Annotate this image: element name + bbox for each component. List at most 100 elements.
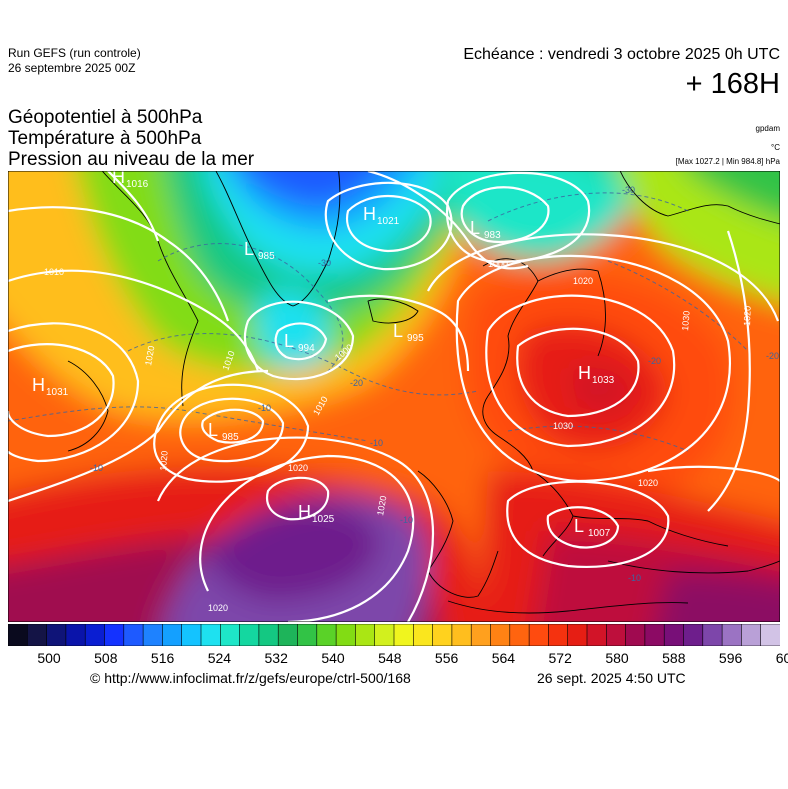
pressure-system-l1007: L 1007	[574, 516, 611, 539]
colorbar-swatch	[412, 623, 434, 647]
colorbar	[7, 623, 781, 647]
colorbar-swatch	[46, 623, 67, 647]
pressure-system-l983: L 983	[470, 218, 501, 241]
isobar-label: 1020	[158, 450, 170, 471]
colorbar-swatch	[297, 623, 318, 647]
isobar-label: 1000	[488, 259, 508, 269]
system-letter: L	[393, 321, 403, 341]
pressure-system-h1016: H 1016	[112, 171, 149, 190]
unit-temperature: °C	[771, 143, 780, 152]
system-letter: H	[32, 375, 45, 395]
isobars	[8, 171, 780, 622]
system-value: 1021	[377, 216, 400, 227]
colorbar-swatch	[683, 623, 704, 647]
system-value: 1031	[46, 387, 69, 398]
isotherm-label: -20	[766, 351, 779, 361]
colorbar-swatch	[625, 623, 646, 647]
lead-time: + 168H	[685, 68, 780, 100]
system-letter: H	[298, 502, 311, 522]
colorbar-label: 540	[321, 650, 345, 666]
colorbar-swatch	[490, 623, 511, 647]
colorbar-swatch	[84, 623, 106, 647]
colorbar-swatch	[200, 623, 221, 647]
colorbar-swatch	[721, 623, 742, 647]
unit-geopotential: gpdam	[755, 124, 780, 133]
colorbar-swatch	[181, 623, 202, 647]
colorbar-label: 564	[491, 650, 516, 666]
colorbar-swatch	[663, 623, 685, 647]
colorbar-swatch	[316, 623, 337, 647]
pressure-system-l985-north: L 985	[244, 239, 275, 262]
coastlines	[67, 171, 780, 614]
colorbar-swatch	[258, 623, 279, 647]
colorbar-swatch	[586, 623, 607, 647]
title-temperature: Température à 500hPa	[8, 128, 202, 149]
colorbar-label: 596	[718, 650, 743, 666]
run-date: 26 septembre 2025 00Z	[8, 61, 136, 75]
colorbar-swatch	[528, 623, 549, 647]
pressure-system-h1025: H 1025	[298, 502, 335, 525]
colorbar-label: 556	[434, 650, 459, 666]
colorbar-swatch	[220, 623, 241, 647]
system-letter: H	[112, 171, 125, 187]
isotherm-label: -20	[648, 356, 661, 366]
colorbar-swatch	[548, 623, 569, 647]
colorbar-swatch	[335, 623, 357, 647]
system-value: 1007	[588, 528, 611, 539]
colorbar-label: 580	[605, 650, 629, 666]
pressure-system-h1021: H 1021	[363, 204, 400, 227]
pressure-systems: H 1016 H 1021 L 985 L 983 L 994 L 995	[32, 171, 615, 539]
system-letter: L	[244, 239, 254, 259]
colorbar-label: 508	[94, 650, 118, 666]
colorbar-labels: 500 508 516 524 532 540 548 556 564 572 580 588 596 6…	[8, 650, 788, 668]
system-letter: L	[470, 218, 480, 238]
pressure-extremes: [Max 1027.2 | Min 984.8] hPa	[675, 157, 780, 166]
system-value: 1016	[126, 179, 149, 190]
colorbar-svg	[7, 623, 781, 647]
pressure-system-h1033: H 1033	[578, 363, 615, 386]
system-letter: H	[578, 363, 591, 383]
isotherm-label: -10	[628, 573, 641, 583]
isobar-label: 1020	[143, 345, 156, 366]
isobar-label: 1020	[288, 463, 308, 473]
colorbar-swatch	[451, 623, 472, 647]
colorbar-swatch	[65, 623, 86, 647]
generation-date: 26 sept. 2025 4:50 UTC	[537, 670, 686, 686]
colorbar-label: 548	[378, 650, 402, 666]
system-value: 985	[258, 251, 275, 262]
isobar-label: 1020	[573, 276, 593, 286]
colorbar-swatch	[7, 623, 28, 647]
colorbar-label: 588	[662, 650, 686, 666]
colorbar-label: 604	[775, 650, 788, 666]
isotherm-labels: -30 -30 -20 -20 -10 -10 -20 -10 -10 -10	[90, 185, 779, 583]
isobar-label: 1020	[638, 478, 658, 488]
run-description: Run GEFS (run controle)	[8, 46, 141, 60]
colorbar-swatch	[277, 623, 299, 647]
title-geopotential: Géopotentiel à 500hPa	[8, 107, 203, 128]
colorbar-swatch	[741, 623, 762, 647]
isobar-label: 1020	[742, 306, 753, 326]
system-letter: H	[363, 204, 376, 224]
colorbar-label: 500	[37, 650, 61, 666]
system-value: 995	[407, 333, 424, 344]
system-letter: L	[284, 331, 294, 351]
isobar-label: 1030	[680, 310, 692, 331]
pressure-system-l994: L 994	[284, 331, 315, 354]
colorbar-swatch	[605, 623, 627, 647]
geopotential-field	[8, 171, 780, 622]
system-value: 983	[484, 230, 501, 241]
colorbar-label: 572	[548, 650, 572, 666]
colorbar-swatch	[239, 623, 260, 647]
colorbar-label: 532	[264, 650, 288, 666]
system-letter: L	[208, 420, 218, 440]
colorbar-swatch	[374, 623, 395, 647]
isotherm-label: -20	[350, 378, 363, 388]
colorbar-swatch	[123, 623, 144, 647]
colorbar-swatch	[26, 623, 48, 647]
colorbar-label: 524	[207, 650, 232, 666]
isotherm-label: -30	[622, 185, 635, 195]
system-value: 1025	[312, 514, 335, 525]
colorbar-swatch	[509, 623, 530, 647]
system-value: 1033	[592, 375, 615, 386]
isotherms	[8, 192, 749, 452]
